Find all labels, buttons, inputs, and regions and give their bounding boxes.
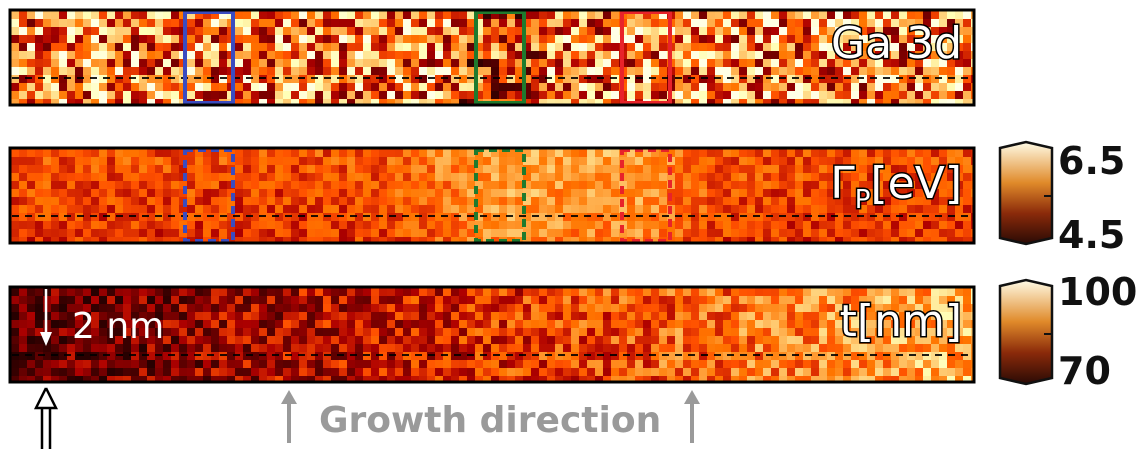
ga3d-box-red (620, 10, 672, 105)
growth-arrow-left-icon (281, 390, 297, 443)
colorbar-thickness: 100 70 (998, 270, 1137, 393)
gamma-box-blue (183, 148, 235, 243)
colorbar-gamma-min: 4.5 (1058, 213, 1125, 257)
growth-arrow-right-icon (684, 390, 700, 443)
colorbar-gamma-max: 6.5 (1058, 139, 1125, 183)
ga3d-map (11, 11, 973, 104)
scale-label: 2 nm (72, 306, 164, 347)
gamma-box-green (474, 148, 526, 243)
gamma-map (11, 149, 973, 242)
colorbar-thickness-bar (998, 278, 1054, 386)
panel-gamma: ΓP[eV] (8, 146, 976, 245)
panel-thickness: t[nm] 2 nm (8, 285, 976, 384)
gamma-label-tail: [eV] (870, 158, 962, 209)
thickness-frame (8, 285, 976, 384)
thickness-label: t[nm] (840, 296, 962, 347)
colorbar-gamma-bar (998, 140, 1054, 246)
interface-double-arrow-icon (33, 387, 59, 449)
gamma-frame (8, 146, 976, 245)
gamma-label: ΓP[eV] (830, 158, 962, 215)
colorbar-thickness-min: 70 (1058, 349, 1111, 393)
growth-label: Growth direction (319, 400, 661, 441)
growth-direction: Growth direction (281, 390, 700, 443)
ga3d-label: Ga 3d (831, 18, 962, 69)
panel-ga3d: Ga 3d (8, 8, 976, 107)
ga3d-box-green (474, 10, 526, 105)
colorbar-gamma: 6.5 4.5 (998, 139, 1125, 257)
gamma-box-red (620, 148, 672, 243)
ga3d-frame (8, 8, 976, 107)
gamma-label-main: Γ (830, 158, 855, 209)
ga3d-box-blue (183, 10, 235, 105)
gamma-label-sub: P (855, 185, 871, 215)
colorbar-thickness-max: 100 (1058, 270, 1137, 314)
scale-arrow (40, 289, 52, 346)
